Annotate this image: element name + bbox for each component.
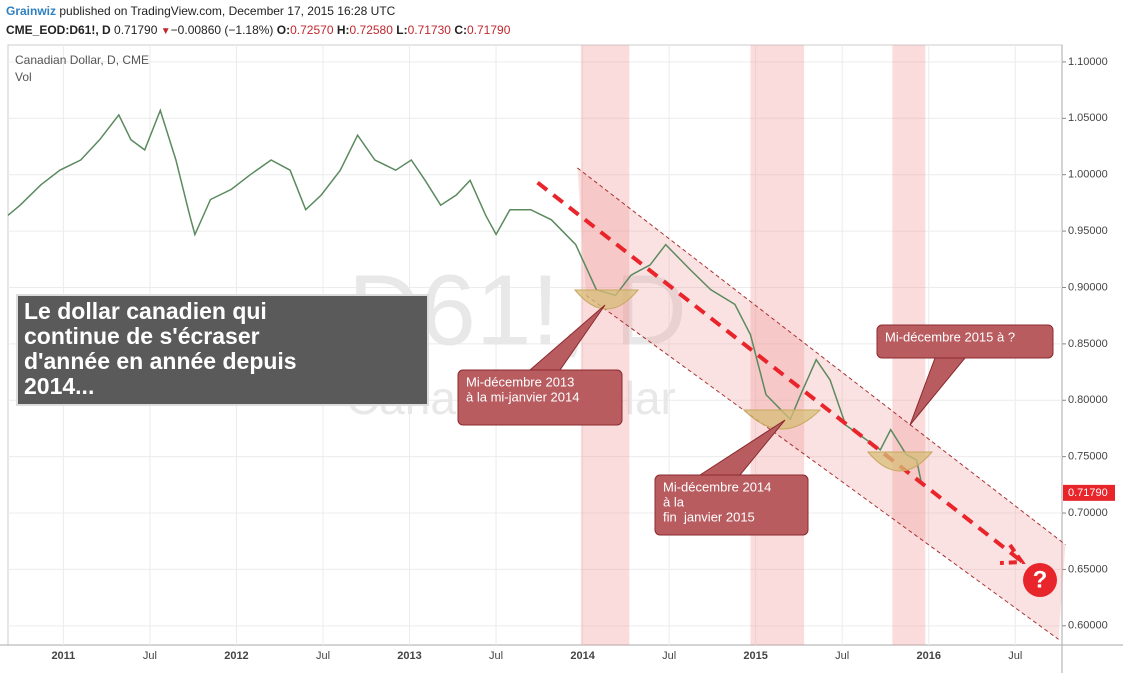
callout-box <box>876 324 1054 359</box>
y-tick-label: 0.80000 <box>1068 394 1108 406</box>
down-arrow: ▼ <box>160 26 171 37</box>
x-tick-label: 2013 <box>397 650 421 662</box>
x-tick-label: Jul <box>1008 650 1022 662</box>
question-badge <box>1023 563 1057 597</box>
y-tick-label: 0.85000 <box>1068 338 1108 350</box>
callout-text: fin janvier 2015 <box>663 509 755 524</box>
high: 0.72580 <box>349 23 393 37</box>
last-price-tag <box>1063 484 1115 501</box>
y-tick-label: 1.05000 <box>1068 112 1108 124</box>
callout-text: Mi-décembre 2014 <box>663 479 771 494</box>
bowl <box>573 289 640 310</box>
close: 0.71790 <box>466 23 511 37</box>
high-label: H: <box>336 23 350 37</box>
trend-line <box>536 181 1022 562</box>
low: 0.71730 <box>407 23 451 37</box>
y-tick-label: 0.90000 <box>1068 281 1108 293</box>
callout-text: à la mi-janvier 2014 <box>466 389 579 404</box>
x-tick-label: Jul <box>835 650 849 662</box>
x-tick-label: 2016 <box>916 650 940 662</box>
headline-text: Le dollar canadien qui <box>24 298 267 324</box>
bowl <box>866 451 934 472</box>
x-tick-label: 2015 <box>743 650 767 662</box>
callout-text: à la <box>663 494 685 509</box>
y-tick-label: 0.65000 <box>1068 563 1108 575</box>
y-tick-label: 1.10000 <box>1068 56 1108 68</box>
header: Grainwiz published on TradingView.com, D… <box>6 2 510 41</box>
x-tick-label: Jul <box>489 650 503 662</box>
callout-box <box>654 474 809 536</box>
x-tick-label: Jul <box>143 650 157 662</box>
author: Grainwiz <box>6 4 57 18</box>
x-tick-label: Jul <box>316 650 330 662</box>
y-tick-label: 0.95000 <box>1068 225 1108 237</box>
open-label: O: <box>276 23 291 37</box>
header-line: CME_EOD:D61!, D 0.71790 ▼−0.00860 (−1.18… <box>6 21 510 41</box>
question-text: ? <box>1033 566 1048 593</box>
callout-text: Mi-décembre 2013 <box>466 374 574 389</box>
callout-text: Mi-décembre 2015 à ? <box>885 329 1015 344</box>
y-tick-label: 1.00000 <box>1068 169 1108 181</box>
arrow-head <box>999 543 1026 565</box>
y-tick-label: 0.75000 <box>1068 451 1108 463</box>
highlight-band <box>750 45 805 645</box>
last-price-label: 0.71790 <box>1068 487 1108 499</box>
x-tick-label: 2011 <box>51 650 75 662</box>
y-tick-label: 0.70000 <box>1068 507 1108 519</box>
chart-subtitle: Vol <box>15 70 32 84</box>
highlight-band <box>580 45 630 645</box>
callout-box <box>457 369 623 426</box>
headline-text: d'année en année depuis <box>24 348 297 374</box>
header-line: Grainwiz published on TradingView.com, D… <box>6 2 510 21</box>
headline-text: continue de s'écraser <box>24 323 260 349</box>
price-line <box>7 108 923 485</box>
headline-box <box>16 294 429 406</box>
low-label: L: <box>396 23 408 37</box>
x-tick-label: Jul <box>662 650 676 662</box>
symbol: CME_EOD:D61!, D <box>6 23 111 37</box>
last: 0.71790 <box>114 23 158 37</box>
x-tick-label: 2014 <box>570 650 595 662</box>
trend-line <box>577 167 1066 546</box>
headline-text: 2014... <box>24 373 94 399</box>
chart-title: Canadian Dollar, D, CME <box>15 53 149 67</box>
open: 0.72570 <box>290 23 334 37</box>
close-label: C: <box>454 23 467 37</box>
channel-fill <box>577 167 1066 640</box>
x-tick-label: 2012 <box>224 650 248 662</box>
change: −0.00860 (−1.18%) <box>170 23 274 37</box>
bowl <box>742 409 822 430</box>
y-tick-label: 0.60000 <box>1068 620 1108 632</box>
published: published on TradingView.com, December 1… <box>59 4 396 18</box>
